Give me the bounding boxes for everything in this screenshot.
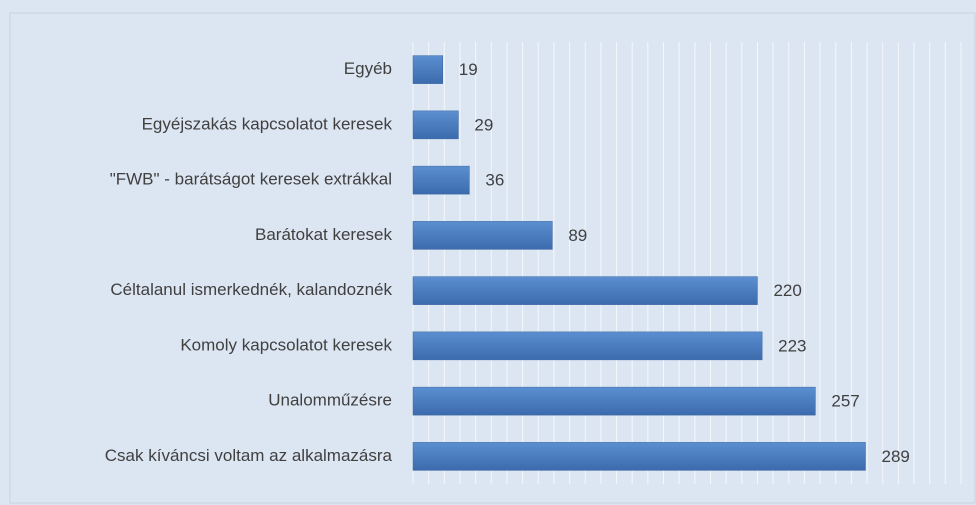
- y-tick-label: "FWB" - barátságot keresek extrákkal: [110, 170, 392, 189]
- y-tick-label: Unalomműzésre: [268, 391, 392, 410]
- data-label: 220: [773, 281, 801, 300]
- bar: [412, 331, 763, 361]
- y-tick-label: Csak kíváncsi voltam az alkalmazásra: [105, 446, 393, 465]
- data-label: 257: [831, 392, 859, 411]
- data-label: 289: [881, 447, 909, 466]
- bar: [412, 386, 816, 416]
- data-label: 36: [485, 171, 504, 190]
- y-tick-label: Egyéb: [344, 59, 392, 78]
- bar: [412, 165, 470, 195]
- chart-border: [9, 12, 976, 504]
- bar: [412, 110, 459, 140]
- bar: [412, 221, 553, 250]
- bar: [412, 442, 866, 471]
- y-tick-label: Komoly kapcsolatot keresek: [180, 335, 392, 354]
- data-label: 19: [459, 60, 478, 79]
- data-label: 89: [568, 226, 587, 245]
- data-label: 223: [778, 336, 806, 355]
- y-tick-label: Céltalanul ismerkednék, kalandoznék: [110, 280, 392, 299]
- y-tick-label: Egyéjszakás kapcsolatot keresek: [142, 114, 393, 133]
- y-tick-label: Barátokat keresek: [255, 225, 393, 244]
- data-label: 29: [474, 115, 493, 134]
- bar: [412, 55, 443, 84]
- bar: [412, 276, 758, 305]
